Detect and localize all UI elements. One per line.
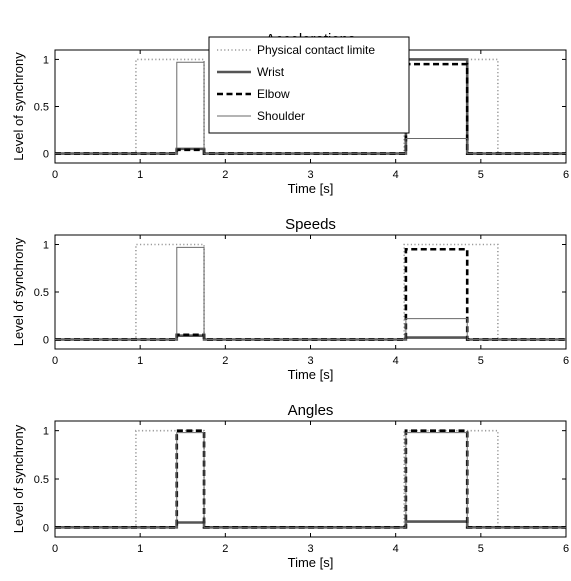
y-tick-label: 0 — [43, 522, 49, 534]
chart-title: Angles — [288, 402, 334, 419]
x-tick-label: 4 — [393, 355, 399, 367]
y-tick-label: 0.5 — [34, 287, 49, 299]
y-axis-label: Level of synchrony — [11, 237, 26, 346]
y-tick-label: 0 — [43, 335, 49, 347]
x-tick-label: 4 — [393, 169, 399, 181]
y-tick-label: 1 — [43, 54, 49, 66]
x-tick-label: 5 — [478, 355, 484, 367]
x-tick-label: 1 — [137, 355, 143, 367]
legend-entry: Shoulder — [257, 109, 305, 123]
x-tick-label: 3 — [307, 543, 313, 555]
x-tick-label: 3 — [307, 355, 313, 367]
y-axis-label: Level of synchrony — [11, 52, 26, 161]
series-shoulder-line — [55, 432, 566, 528]
plot-frame — [54, 420, 567, 538]
x-tick-label: 6 — [563, 543, 569, 555]
legend-entry: Wrist — [257, 65, 285, 79]
y-axis-label: Level of synchrony — [11, 424, 26, 533]
x-tick-label: 2 — [222, 355, 228, 367]
panel-3: Angles 0 1 2 3 4 5 6 0 0.5 1 Time [s] Level of synch… — [11, 402, 569, 570]
series-shoulder-line — [55, 61, 566, 155]
y-tick-label: 0.5 — [34, 474, 49, 486]
x-tick-label: 0 — [52, 169, 58, 181]
x-tick-label: 6 — [563, 169, 569, 181]
x-tick-label: 5 — [478, 543, 484, 555]
legend-box — [208, 36, 410, 134]
chart-title: Speeds — [285, 216, 336, 233]
legend-entry: Elbow — [257, 87, 290, 101]
x-axis-label: Time [s] — [288, 181, 334, 196]
x-tick-label: 3 — [307, 169, 313, 181]
y-tick-label: 0.5 — [34, 102, 49, 114]
x-tick-label: 2 — [222, 543, 228, 555]
x-tick-label: 1 — [137, 543, 143, 555]
x-tick-label: 6 — [563, 355, 569, 367]
series-shoulder-line — [55, 246, 566, 340]
y-tick-label: 1 — [43, 426, 49, 438]
x-tick-label: 4 — [393, 543, 399, 555]
panel-2: Speeds 0 1 2 3 4 5 6 0 0.5 1 Time [s] Level of synch… — [11, 216, 569, 382]
x-tick-label: 0 — [52, 355, 58, 367]
x-tick-label: 5 — [478, 169, 484, 181]
x-tick-label: 1 — [137, 169, 143, 181]
legend: Physical contact limite Wrist Elbow Shoulde… — [208, 36, 410, 134]
x-axis-label: Time [s] — [288, 367, 334, 382]
x-tick-label: 0 — [52, 543, 58, 555]
plot-frame — [54, 234, 567, 350]
x-axis-label: Time [s] — [288, 555, 334, 570]
y-tick-label: 0 — [43, 149, 49, 161]
x-tick-label: 2 — [222, 169, 228, 181]
legend-entry: Physical contact limite — [257, 43, 375, 57]
y-tick-label: 1 — [43, 240, 49, 252]
